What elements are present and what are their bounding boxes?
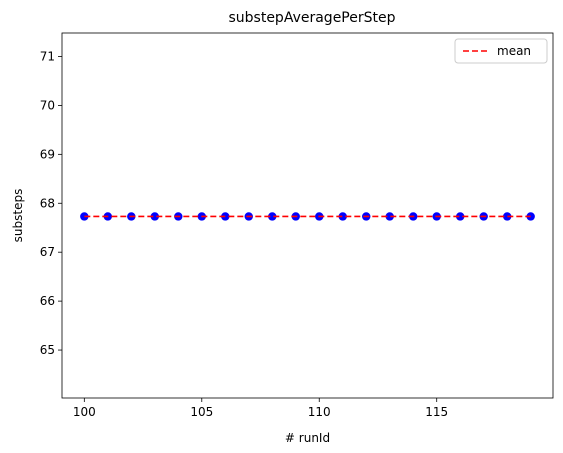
x-tick-label: 115	[425, 405, 448, 419]
y-tick-label: 68	[40, 196, 55, 210]
x-tick-label: 105	[190, 405, 213, 419]
y-axis-ticks: 65 66 67 68 69 70 71	[40, 49, 62, 357]
y-tick-label: 71	[40, 49, 55, 63]
x-axis-ticks: 100 105 110 115	[73, 398, 448, 419]
legend-label-mean: mean	[497, 44, 531, 58]
legend-box	[454, 38, 548, 64]
x-tick-label: 100	[73, 405, 96, 419]
legend: mean	[454, 38, 548, 64]
chart-title: substepAveragePerStep	[228, 10, 395, 26]
data-point	[502, 212, 512, 221]
y-tick-label: 69	[40, 147, 55, 161]
data-point	[338, 212, 347, 221]
series-layer	[80, 212, 535, 221]
data-point	[268, 212, 277, 221]
y-tick-label: 67	[40, 245, 55, 259]
data-point	[150, 212, 159, 221]
y-tick-label: 65	[40, 343, 55, 357]
data-point	[385, 212, 394, 221]
data-point	[456, 212, 465, 221]
axes-frame	[61, 32, 554, 399]
y-axis-label: substeps	[11, 189, 25, 243]
y-tick-label: 66	[40, 294, 55, 308]
y-tick-label: 70	[40, 98, 55, 112]
x-tick-label: 110	[308, 405, 331, 419]
x-axis-label: # runId	[285, 431, 330, 445]
